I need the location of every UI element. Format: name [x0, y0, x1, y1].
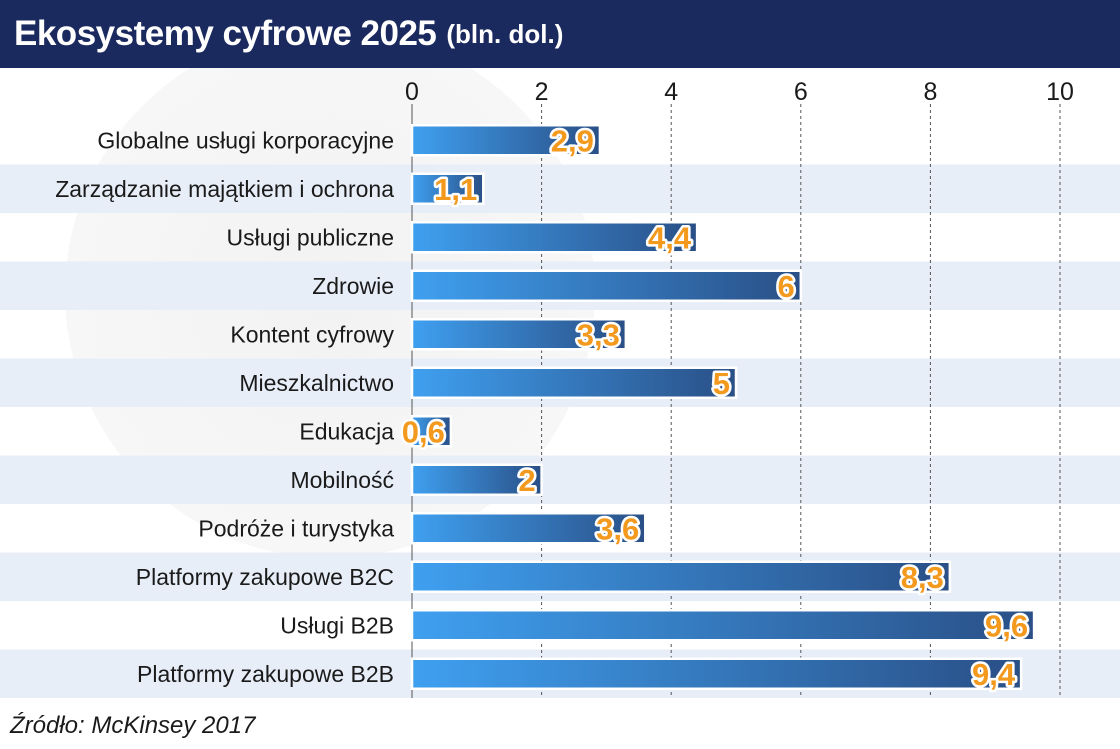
- x-tick-label: 2: [535, 78, 549, 106]
- value-label: 2,9: [551, 123, 594, 158]
- category-label: Zdrowie: [312, 273, 394, 299]
- category-label: Kontent cyfrowy: [230, 321, 394, 347]
- value-label: 3,3: [577, 317, 620, 352]
- x-tick-label: 6: [794, 78, 808, 106]
- bar: [410, 221, 699, 254]
- value-label: 9,6: [985, 608, 1028, 643]
- value-label: 5: [713, 366, 730, 401]
- row-stripe: [0, 455, 1120, 504]
- category-label: Platformy zakupowe B2C: [136, 564, 394, 590]
- value-label: 8,3: [901, 560, 944, 595]
- x-tick-label: 4: [664, 78, 678, 106]
- value-label: 2: [518, 463, 535, 498]
- category-label: Usługi B2B: [280, 612, 394, 638]
- row-stripe: [0, 164, 1120, 213]
- category-label: Mieszkalnictwo: [239, 370, 394, 396]
- bar: [410, 657, 1023, 690]
- value-label: 4,4: [648, 220, 692, 255]
- bar: [410, 609, 1036, 642]
- x-tick-label: 0: [405, 78, 419, 106]
- value-label: 3,6: [596, 511, 639, 546]
- value-label: 1,1: [434, 172, 477, 207]
- bar: [410, 560, 952, 593]
- bar: [410, 269, 803, 302]
- value-label: 9,4: [972, 657, 1016, 692]
- x-tick-label: 10: [1046, 78, 1074, 106]
- value-label: 0,6: [402, 414, 445, 449]
- bar: [410, 512, 647, 545]
- bar: [410, 366, 738, 399]
- category-label: Mobilność: [290, 467, 394, 493]
- category-label: Globalne usługi korporacyjne: [97, 127, 394, 153]
- chart-unit: (bln. dol.): [446, 18, 564, 49]
- value-label: 6: [778, 269, 795, 304]
- category-label: Platformy zakupowe B2B: [137, 661, 394, 687]
- chart-header: Ekosystemy cyfrowe 2025 (bln. dol.): [0, 0, 1120, 68]
- bar: [410, 318, 628, 351]
- category-label: Usługi publiczne: [227, 224, 394, 250]
- chart-title: Ekosystemy cyfrowe 2025: [14, 14, 437, 53]
- x-tick-label: 8: [923, 78, 937, 106]
- bar: [410, 463, 543, 496]
- bar: [410, 415, 453, 448]
- bar-chart: 0 2 4 6 8 10 Globalne usługi korporacyjne Zarz…: [0, 68, 1120, 698]
- category-label: Edukacja: [299, 418, 394, 444]
- source-note: Źródło: McKinsey 2017: [10, 712, 256, 739]
- bar: [410, 124, 602, 157]
- category-label: Podróże i turystyka: [198, 515, 394, 541]
- category-label: Zarządzanie majątkiem i ochrona: [55, 176, 394, 202]
- bar: [410, 172, 485, 205]
